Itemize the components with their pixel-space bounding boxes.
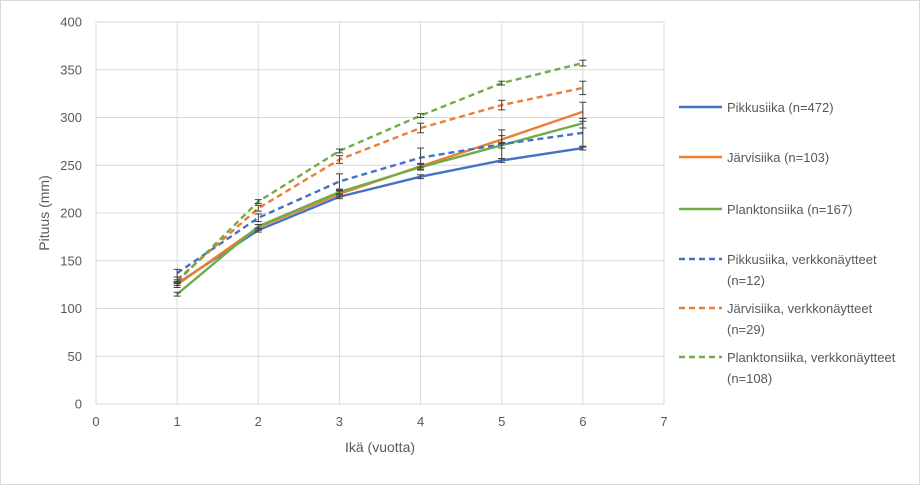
error-bar: [498, 80, 506, 86]
series-line: [176, 131, 584, 275]
legend-label: Järvisiika, verkkonäytteet: [727, 301, 873, 316]
legend-label: (n=108): [727, 371, 772, 386]
x-tick-label: 0: [92, 414, 99, 429]
legend-item: Järvisiika, verkkonäytteet (n=29): [679, 301, 873, 337]
series-line: [176, 86, 584, 281]
x-axis-title: Ikä (vuotta): [345, 439, 415, 455]
error-bar: [335, 173, 343, 190]
error-bars: [173, 59, 587, 297]
legend-label: Planktonsiika, verkkonäytteet: [727, 350, 896, 365]
x-tick-label: 1: [174, 414, 181, 429]
error-bar: [254, 199, 262, 204]
y-tick-label: 250: [60, 158, 82, 173]
x-tick-label: 6: [579, 414, 586, 429]
error-bar: [579, 117, 587, 148]
legend-label: Pikkusiika (n=472): [727, 100, 834, 115]
error-bar: [579, 59, 587, 67]
series-line: [176, 122, 584, 296]
x-tick-label: 3: [336, 414, 343, 429]
y-tick-label: 0: [75, 397, 82, 412]
y-tick-labels: 0 50 100 150 200 250 300 350 400: [60, 15, 82, 412]
legend-item: Pikkusiika, verkkonäytteet (n=12): [679, 252, 877, 288]
y-tick-label: 300: [60, 110, 82, 125]
legend: Pikkusiika (n=472) Järvisiika (n=103) Plan…: [679, 100, 896, 386]
legend-label: Järvisiika (n=103): [727, 150, 829, 165]
y-tick-label: 100: [60, 301, 82, 316]
y-tick-label: 150: [60, 253, 82, 268]
x-tick-label: 4: [417, 414, 424, 429]
y-axis-title: Pituus (mm): [36, 175, 52, 250]
error-bar: [173, 291, 181, 297]
legend-label: (n=12): [727, 273, 765, 288]
legend-item: Pikkusiika (n=472): [679, 100, 834, 115]
error-bar: [335, 148, 343, 154]
grid-lines: [95, 21, 665, 405]
error-bar: [173, 279, 181, 285]
x-tick-labels: 0 1 2 3 4 5 6 7: [92, 414, 667, 429]
error-bar: [417, 113, 425, 118]
y-tick-label: 350: [60, 62, 82, 77]
legend-item: Järvisiika (n=103): [679, 150, 829, 165]
series-lines: [176, 61, 584, 296]
series-line: [176, 146, 584, 285]
legend-item: Planktonsiika, verkkonäytteet (n=108): [679, 350, 896, 386]
legend-item: Planktonsiika (n=167): [679, 202, 852, 217]
error-bar: [254, 213, 262, 223]
error-bar: [254, 204, 262, 212]
x-tick-label: 5: [498, 414, 505, 429]
legend-label: Planktonsiika (n=167): [727, 202, 852, 217]
error-bar: [335, 189, 343, 195]
x-tick-label: 7: [660, 414, 667, 429]
legend-label: (n=29): [727, 322, 765, 337]
y-tick-label: 400: [60, 15, 82, 30]
error-bar: [417, 122, 425, 134]
error-bar: [498, 129, 506, 160]
error-bar: [579, 80, 587, 96]
y-tick-label: 50: [68, 349, 82, 364]
series-line: [176, 110, 584, 286]
error-bar: [335, 155, 343, 164]
x-tick-label: 2: [255, 414, 262, 429]
y-tick-label: 200: [60, 206, 82, 221]
error-bar: [417, 174, 425, 180]
series-line: [176, 61, 584, 283]
error-bar: [498, 99, 506, 111]
error-bar: [417, 147, 425, 168]
legend-label: Pikkusiika, verkkonäytteet: [727, 252, 877, 267]
error-bar: [254, 223, 262, 229]
